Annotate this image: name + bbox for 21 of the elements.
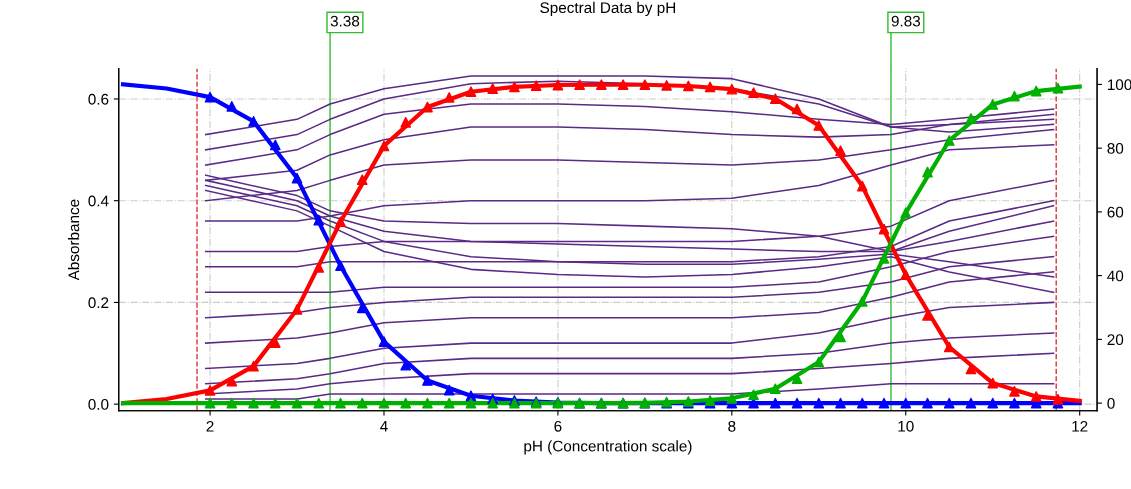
ref-line-label: 3.38 xyxy=(330,15,360,27)
x-tick-label: 12 xyxy=(1072,420,1088,432)
y-tick-label: 0.4 xyxy=(88,195,109,207)
x-axis-title: pH (Concentration scale) xyxy=(524,440,692,455)
x-tick-label: 8 xyxy=(728,420,736,432)
y2-tick-label: 20 xyxy=(1107,334,1124,346)
ref-line-label: 9.83 xyxy=(891,15,921,27)
y2-tick-label: 0 xyxy=(1107,397,1115,409)
y2-tick-label: 60 xyxy=(1107,206,1124,218)
y-axis-title: Absorbance xyxy=(68,199,80,281)
x-tick-label: 2 xyxy=(206,420,214,432)
x-tick-label: 6 xyxy=(554,420,562,432)
y2-tick-label: 100 xyxy=(1107,79,1131,91)
x-tick-label: 10 xyxy=(898,420,914,432)
y2-tick-label: 80 xyxy=(1107,143,1124,154)
y-tick-label: 0.6 xyxy=(88,93,109,105)
y-tick-label: 0.0 xyxy=(88,399,109,410)
y-tick-label: 0.2 xyxy=(88,297,109,309)
chart-title: Spectral Data by pH xyxy=(540,1,676,17)
x-tick-label: 4 xyxy=(380,421,388,432)
y2-tick-label: 40 xyxy=(1107,270,1124,282)
